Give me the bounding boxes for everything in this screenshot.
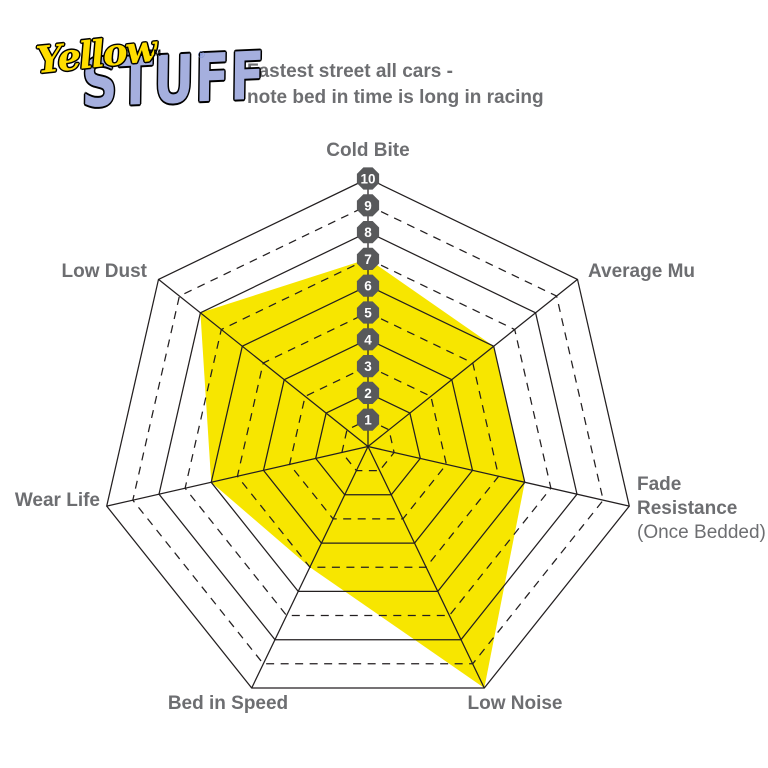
chart-subtitle: Fastest street all cars - note bed in ti… xyxy=(247,59,544,111)
axis-label-fade-resistance: Fade Resistance (Once Bedded) xyxy=(637,473,768,545)
svg-text:6: 6 xyxy=(364,279,372,294)
axis-label-wear-life: Wear Life xyxy=(14,490,100,511)
axis-label-cold-bite: Cold Bite xyxy=(326,140,410,161)
svg-text:3: 3 xyxy=(364,359,372,374)
svg-text:2: 2 xyxy=(364,386,372,401)
svg-text:7: 7 xyxy=(364,252,372,267)
svg-text:4: 4 xyxy=(364,332,372,347)
svg-text:5: 5 xyxy=(364,306,372,321)
subtitle-line-2: note bed in time is long in racing xyxy=(247,87,544,108)
axis-label-bed-in-speed: Bed in Speed xyxy=(167,693,289,714)
svg-text:8: 8 xyxy=(364,225,372,240)
axis-label-low-dust: Low Dust xyxy=(61,261,148,282)
svg-text:1: 1 xyxy=(364,413,372,428)
registered-symbol: ® xyxy=(198,50,205,60)
trademark-symbol: TM xyxy=(148,48,161,58)
svg-text:9: 9 xyxy=(364,198,372,213)
axis-label-average-mu: Average Mu xyxy=(588,261,695,282)
yellowstuff-logo: STUFF Yellow TM ® xyxy=(30,26,266,126)
axis-label-fade-resistance-sub: (Once Bedded) xyxy=(637,522,766,543)
axis-label-low-noise: Low Noise xyxy=(467,693,563,714)
axis-label-fade-resistance-main: Fade Resistance xyxy=(637,474,738,519)
subtitle-line-1: Fastest street all cars - xyxy=(247,61,453,82)
svg-text:10: 10 xyxy=(360,172,375,187)
